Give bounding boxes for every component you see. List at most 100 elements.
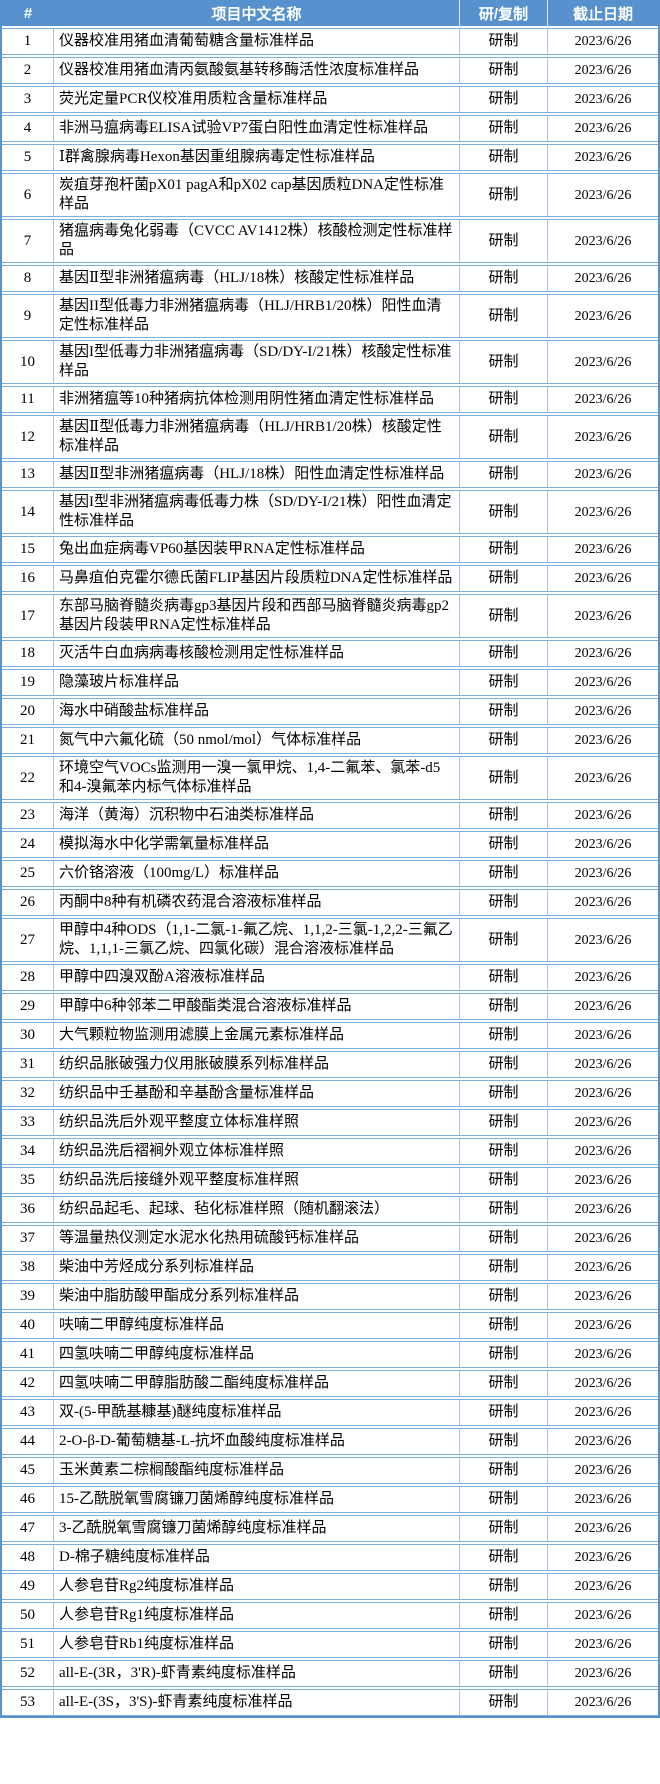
row-project-name: 六价铬溶液（100mg/L）标准样品: [54, 861, 460, 886]
row-project-name: 柴油中脂肪酸甲酯成分系列标准样品: [54, 1284, 460, 1309]
row-project-name: Ⅰ群禽腺病毒Hexon基因重组腺病毒定性标准样品: [54, 145, 460, 170]
row-develop-or-copy: 研制: [460, 116, 548, 141]
row-number: 2: [2, 58, 54, 83]
row-number: 3: [2, 87, 54, 112]
row-develop-or-copy: 研制: [460, 1139, 548, 1164]
table-header-row: # 项目中文名称 研/复制 截止日期: [2, 0, 658, 26]
row-develop-or-copy: 研制: [460, 266, 548, 291]
row-project-name: 等温量热仪测定水泥水化热用硫酸钙标准样品: [54, 1226, 460, 1251]
row-deadline: 2023/6/26: [574, 1637, 632, 1652]
row-develop-or-copy: 研制: [460, 965, 548, 990]
table-row: 44 2-O-β-D-葡萄糖基-L-抗坏血酸纯度标准样品 研制 2023/6/2…: [2, 1428, 658, 1455]
row-number: 16: [2, 566, 54, 591]
row-number: 33: [2, 1110, 54, 1135]
table-row: 24 模拟海水中化学需氧量标准样品 研制 2023/6/26: [2, 831, 658, 858]
row-deadline: 2023/6/26: [574, 837, 632, 852]
row-project-name: 甲醇中4种ODS（1,1-二氯-1-氟乙烷、1,1,2-三氯-1,2,2-三氟乙…: [54, 919, 460, 961]
row-deadline: 2023/6/26: [574, 770, 632, 786]
row-number: 49: [2, 1574, 54, 1599]
table-row: 53 all-E-(3S，3'S)-虾青素纯度标准样品 研制 2023/6/26: [2, 1689, 658, 1716]
row-project-name: 2-O-β-D-葡萄糖基-L-抗坏血酸纯度标准样品: [54, 1429, 460, 1454]
table-row: 38 柴油中芳烃成分系列标准样品 研制 2023/6/26: [2, 1254, 658, 1281]
row-number: 40: [2, 1313, 54, 1338]
row-develop-or-copy: 研制: [460, 341, 548, 383]
row-project-name: 海洋（黄海）沉积物中石油类标准样品: [54, 803, 460, 828]
row-project-name: 炭疽芽孢杆菌pX01 pagA和pX02 cap基因质粒DNA定性标准样品: [54, 174, 460, 216]
table-row: 3 荧光定量PCR仪校准用质粒含量标准样品 研制 2023/6/26: [2, 86, 658, 113]
row-project-name: 东部马脑脊髓炎病毒gp3基因片段和西部马脑脊髓炎病毒gp2基因片段装甲RNA定性…: [54, 595, 460, 637]
row-deadline: 2023/6/26: [574, 608, 632, 624]
row-deadline: 2023/6/26: [574, 1666, 632, 1681]
row-develop-or-copy: 研制: [460, 537, 548, 562]
row-deadline: 2023/6/26: [574, 34, 632, 49]
row-number: 48: [2, 1545, 54, 1570]
row-develop-or-copy: 研制: [460, 1081, 548, 1106]
projects-table: # 项目中文名称 研/复制 截止日期 1 仪器校准用猪血清葡萄糖含量标准样品 研…: [0, 0, 660, 1718]
row-deadline: 2023/6/26: [574, 429, 632, 445]
row-project-name: 四氢呋喃二甲醇纯度标准样品: [54, 1342, 460, 1367]
row-develop-or-copy: 研制: [460, 387, 548, 412]
row-deadline: 2023/6/26: [574, 1144, 632, 1159]
row-project-name: 纺织品洗后接缝外观平整度标准样照: [54, 1168, 460, 1193]
row-number: 47: [2, 1516, 54, 1541]
row-number: 14: [2, 491, 54, 533]
table-row: 2 仪器校准用猪血清丙氨酸氨基转移酶活性浓度标准样品 研制 2023/6/26: [2, 57, 658, 84]
row-develop-or-copy: 研制: [460, 803, 548, 828]
row-number: 30: [2, 1023, 54, 1048]
table-body: 1 仪器校准用猪血清葡萄糖含量标准样品 研制 2023/6/26 2 仪器校准用…: [2, 28, 658, 1716]
table-row: 14 基因I型非洲猪瘟病毒低毒力株（SD/DY-I/21株）阳性血清定性标准样品…: [2, 490, 658, 534]
row-number: 34: [2, 1139, 54, 1164]
row-project-name: 基因I型低毒力非洲猪瘟病毒（SD/DY-I/21株）核酸定性标准样品: [54, 341, 460, 383]
row-develop-or-copy: 研制: [460, 1168, 548, 1193]
row-number: 28: [2, 965, 54, 990]
row-project-name: 模拟海水中化学需氧量标准样品: [54, 832, 460, 857]
row-develop-or-copy: 研制: [460, 919, 548, 961]
row-deadline: 2023/6/26: [574, 970, 632, 985]
table-row: 29 甲醇中6种邻苯二甲酸酯类混合溶液标准样品 研制 2023/6/26: [2, 993, 658, 1020]
row-develop-or-copy: 研制: [460, 416, 548, 458]
row-number: 24: [2, 832, 54, 857]
row-develop-or-copy: 研制: [460, 890, 548, 915]
table-row: 36 纺织品起毛、起球、毡化标准样照（随机翻滚法） 研制 2023/6/26: [2, 1196, 658, 1223]
row-number: 44: [2, 1429, 54, 1454]
row-deadline: 2023/6/26: [574, 932, 632, 948]
row-deadline: 2023/6/26: [574, 392, 632, 407]
row-project-name: 非洲猪瘟等10种猪病抗体检测用阴性猪血清定性标准样品: [54, 387, 460, 412]
table-row: 20 海水中硝酸盐标准样品 研制 2023/6/26: [2, 698, 658, 725]
row-number: 22: [2, 757, 54, 799]
table-row: 15 兔出血症病毒VP60基因装甲RNA定性标准样品 研制 2023/6/26: [2, 536, 658, 563]
row-deadline: 2023/6/26: [574, 1202, 632, 1217]
row-number: 46: [2, 1487, 54, 1512]
row-project-name: 3-乙酰脱氧雪腐镰刀菌烯醇纯度标准样品: [54, 1516, 460, 1541]
row-number: 10: [2, 341, 54, 383]
row-project-name: 双-(5-甲酰基糠基)醚纯度标准样品: [54, 1400, 460, 1425]
row-deadline: 2023/6/26: [574, 1695, 632, 1710]
row-deadline: 2023/6/26: [574, 150, 632, 165]
table-row: 40 呋喃二甲醇纯度标准样品 研制 2023/6/26: [2, 1312, 658, 1339]
row-number: 23: [2, 803, 54, 828]
table-row: 13 基因Ⅱ型非洲猪瘟病毒（HLJ/18株）阳性血清定性标准样品 研制 2023…: [2, 461, 658, 488]
table-row: 9 基因II型低毒力非洲猪瘟病毒（HLJ/HRB1/20株）阳性血清定性标准样品…: [2, 294, 658, 338]
table-row: 27 甲醇中4种ODS（1,1-二氯-1-氟乙烷、1,1,2-三氯-1,2,2-…: [2, 918, 658, 962]
row-deadline: 2023/6/26: [574, 895, 632, 910]
row-project-name: 15-乙酰脱氧雪腐镰刀菌烯醇纯度标准样品: [54, 1487, 460, 1512]
row-develop-or-copy: 研制: [460, 1574, 548, 1599]
row-project-name: 纺织品中壬基酚和辛基酚含量标准样品: [54, 1081, 460, 1106]
row-project-name: 甲醇中四溴双酚A溶液标准样品: [54, 965, 460, 990]
row-project-name: 兔出血症病毒VP60基因装甲RNA定性标准样品: [54, 537, 460, 562]
row-develop-or-copy: 研制: [460, 462, 548, 487]
row-deadline: 2023/6/26: [574, 1463, 632, 1478]
row-number: 26: [2, 890, 54, 915]
table-row: 49 人参皂苷Rg2纯度标准样品 研制 2023/6/26: [2, 1573, 658, 1600]
row-number: 31: [2, 1052, 54, 1077]
table-row: 52 all-E-(3R，3'R)-虾青素纯度标准样品 研制 2023/6/26: [2, 1660, 658, 1687]
row-develop-or-copy: 研制: [460, 1110, 548, 1135]
table-row: 28 甲醇中四溴双酚A溶液标准样品 研制 2023/6/26: [2, 964, 658, 991]
row-project-name: 基因II型低毒力非洲猪瘟病毒（HLJ/HRB1/20株）阳性血清定性标准样品: [54, 295, 460, 337]
row-deadline: 2023/6/26: [574, 1405, 632, 1420]
table-row: 34 纺织品洗后褶裥外观立体标准样照 研制 2023/6/26: [2, 1138, 658, 1165]
row-number: 18: [2, 641, 54, 666]
row-project-name: 环境空气VOCs监测用一溴一氯甲烷、1,4-二氟苯、氯苯-d5和4-溴氟苯内标气…: [54, 757, 460, 799]
row-project-name: 甲醇中6种邻苯二甲酸酯类混合溶液标准样品: [54, 994, 460, 1019]
row-number: 6: [2, 174, 54, 216]
